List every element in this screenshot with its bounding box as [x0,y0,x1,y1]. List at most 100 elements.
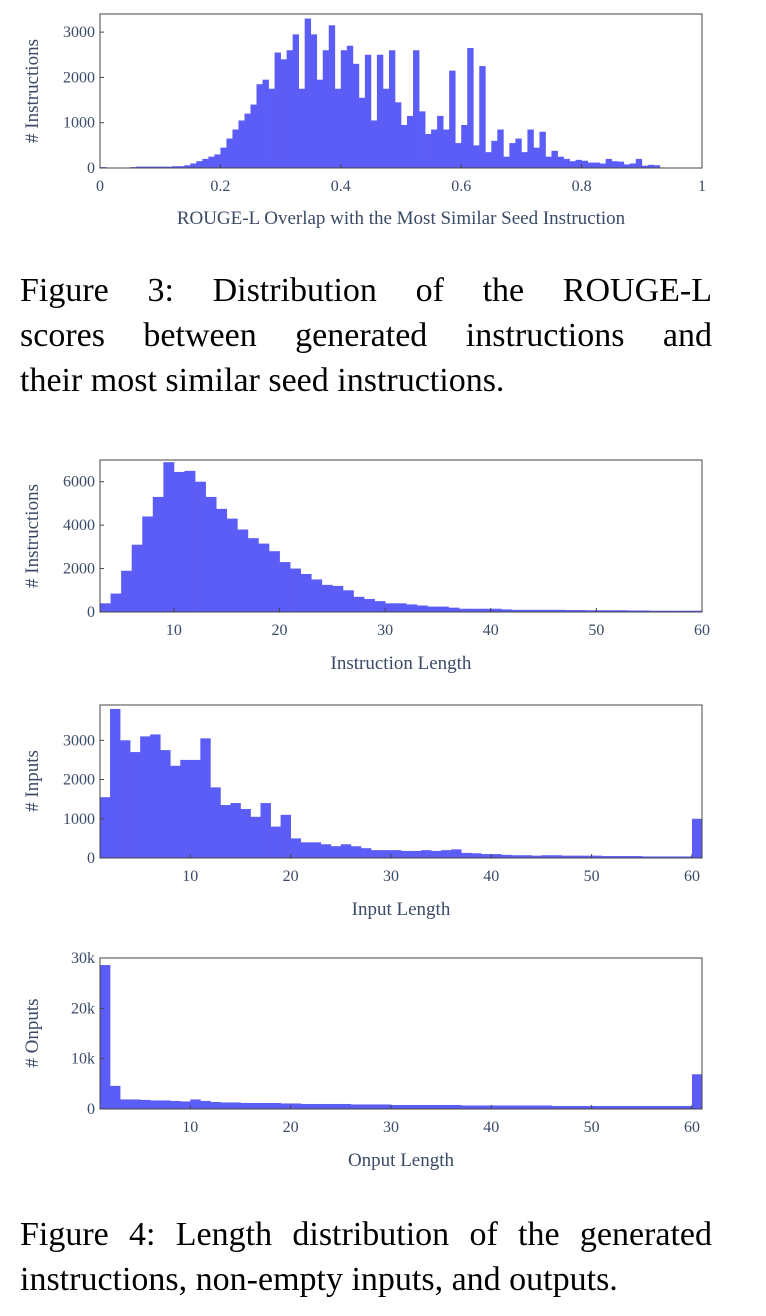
x-axis-label: ROUGE-L Overlap with the Most Similar Se… [177,208,626,229]
histogram-bar [406,604,418,612]
y-tick-label: 3000 [63,732,95,749]
y-tick-label: 1000 [63,115,95,132]
histogram-bar [210,1101,221,1109]
histogram-bar [160,750,171,858]
histogram-bar [649,610,661,612]
histogram-bar [581,1105,592,1109]
histogram-bar [561,855,572,858]
histogram-bar [545,156,552,168]
histogram-bar [300,1103,312,1109]
instruction-length-histogram: 10 20 30 40 50 60 0 2000 4000 6000 Instruction Len… [22,459,710,674]
histogram-bar [569,161,576,168]
histogram-bar [352,63,360,168]
x-tick-label: 30 [383,868,399,885]
histogram-bar [631,1105,643,1109]
figure-4-caption-line-1: Figure 4: Length distribution of the gen… [20,1216,712,1253]
histogram-bar [334,88,342,168]
histogram-bar [163,462,175,612]
histogram-bar [448,607,460,612]
histogram-bar [340,50,348,168]
histogram-bar [641,1105,653,1109]
histogram-bar [617,161,625,168]
histogram-bar [543,609,555,612]
histogram-bar [300,842,312,858]
histogram-bar [575,610,587,612]
figure-3-caption: Figure 3: Distribution of the ROUGE-L sc… [20,268,712,403]
histogram-bar [238,120,245,168]
histogram-bar [154,166,161,168]
histogram-bar [587,162,594,168]
histogram-bar [131,544,143,612]
plot-frame [99,13,703,169]
histogram-bar [551,855,562,858]
figure-3-caption-line-3: their most similar seed instructions. [20,362,505,399]
figure-3-caption-line-2: scores between generated instructions an… [20,317,712,354]
histogram-bar [571,1105,582,1109]
histogram-bar [491,1105,502,1109]
histogram-bar [184,165,191,168]
histogram-bar [380,1104,392,1109]
histogram-bar [541,855,552,858]
x-tick-label: 20 [283,868,299,885]
histogram-bar [350,846,362,858]
histogram-bar [561,1105,572,1109]
figure-4-caption: Figure 4: Length distribution of the gen… [20,1212,712,1302]
histogram-bar [421,1104,432,1109]
output-length-histogram: 10 20 30 40 50 60 0 10k 20k 30k Onput Length # Onpu… [22,950,703,1171]
x-tick-label: 40 [483,622,499,639]
histogram-bar [591,1105,603,1109]
histogram-bar [563,158,570,168]
histogram-bar [364,598,375,612]
x-tick-label: 10 [182,1119,198,1136]
histogram-bar [190,163,197,168]
x-tick-label: 0.4 [331,178,351,195]
histogram-bar [533,609,544,612]
histogram-bar [226,518,238,612]
y-tick-label: 2000 [63,69,95,86]
histogram-bar [441,1104,452,1109]
x-tick-label: 0.8 [572,178,592,195]
histogram-bar [304,18,312,169]
histogram-bar [180,759,191,858]
histogram-bar [431,129,438,168]
histogram-bar [611,856,623,858]
histogram-bar [522,609,534,612]
histogram-bar [216,508,228,612]
histogram-bar [202,158,209,168]
histogram-bar [473,145,480,168]
histogram-bar [195,481,206,612]
histogram-bar [419,111,426,168]
x-tick-label: 0 [96,178,104,195]
histogram-bar [310,1103,322,1109]
histogram-bar [342,590,354,612]
figure-3-caption-line-1: Figure 3: Distribution of the ROUGE-L [20,272,712,309]
histogram-bar [601,856,613,858]
histogram-bar [641,165,649,168]
histogram-bar [491,854,502,858]
histogram-bar [401,850,412,858]
histogram-bar [247,538,259,612]
histogram-bar [490,608,502,612]
histogram-bar [531,1105,542,1109]
histogram-bar [250,104,257,168]
histogram-bar [200,1100,211,1109]
histogram-bar [481,1105,492,1109]
histogram-bar [180,1101,191,1109]
histogram-bar [152,496,164,612]
histogram-bar [629,163,637,168]
rouge-l-histogram: 0 0.2 0.4 0.6 0.8 1 0 1000 2000 3000 ROUGE-L Overl… [22,13,706,229]
histogram-bar [437,115,444,168]
histogram-bar [653,165,661,168]
histogram-bar [110,708,121,858]
histogram-bar [571,855,582,858]
histogram-bar [262,79,269,168]
histogram-bar [280,1103,291,1109]
histogram-bar [292,34,300,168]
x-tick-label: 50 [584,1119,600,1136]
histogram-bar [370,850,382,858]
plot-frame [99,459,703,613]
figure-4-caption-line-2: instructions, non-empty inputs, and outp… [20,1261,618,1298]
histogram-bar [320,1103,332,1109]
histogram-bar [596,610,608,612]
histogram-bar [641,856,653,858]
